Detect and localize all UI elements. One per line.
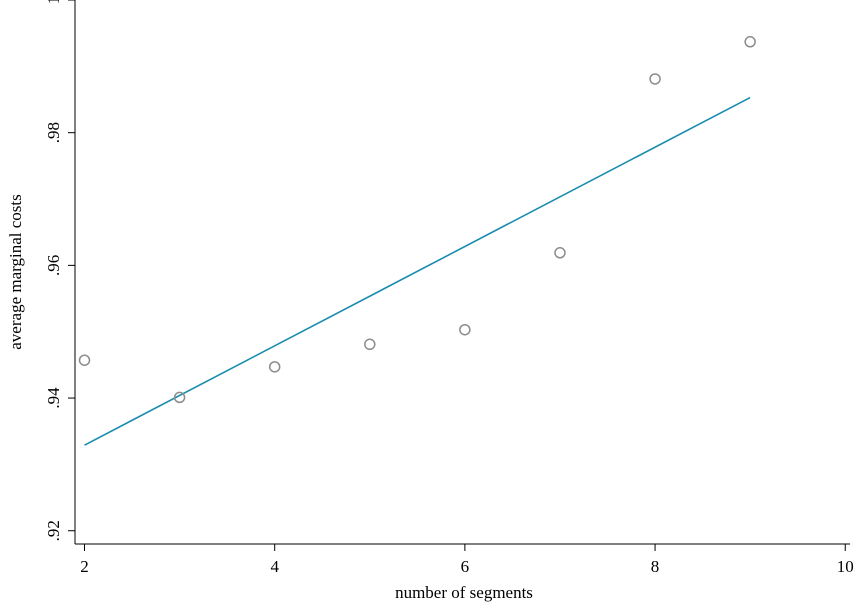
data-point-7 xyxy=(554,247,566,259)
data-points xyxy=(78,36,756,404)
data-point-4 xyxy=(268,361,281,373)
y-tick-label-4: 1 xyxy=(44,0,63,4)
fit-line-layer xyxy=(84,96,751,446)
y-axis-ticks: .92 .94 .96 .98 1 xyxy=(44,0,75,541)
x-tick-label-6: 6 xyxy=(461,557,470,576)
y-tick-label-2: .96 xyxy=(44,255,63,276)
x-axis-title: number of segments xyxy=(395,583,533,602)
y-tick-label-0: .92 xyxy=(44,520,63,541)
data-point-8 xyxy=(649,73,661,85)
data-point-6 xyxy=(459,323,471,336)
x-tick-label-2: 2 xyxy=(80,557,89,576)
x-tick-label-8: 8 xyxy=(651,557,660,576)
data-point-3 xyxy=(173,391,186,404)
data-point-2 xyxy=(78,354,91,366)
data-point-5 xyxy=(364,338,376,351)
y-axis-title: average marginal costs xyxy=(6,194,25,349)
y-tick-label-3: .98 xyxy=(44,122,63,143)
x-axis-ticks: 2 4 6 8 10 xyxy=(80,544,854,576)
x-tick-label-10: 10 xyxy=(837,557,854,576)
fitted-line xyxy=(84,96,751,446)
data-point-9 xyxy=(744,36,756,48)
y-tick-label-1: .94 xyxy=(44,387,63,409)
x-tick-label-4: 4 xyxy=(270,557,279,576)
